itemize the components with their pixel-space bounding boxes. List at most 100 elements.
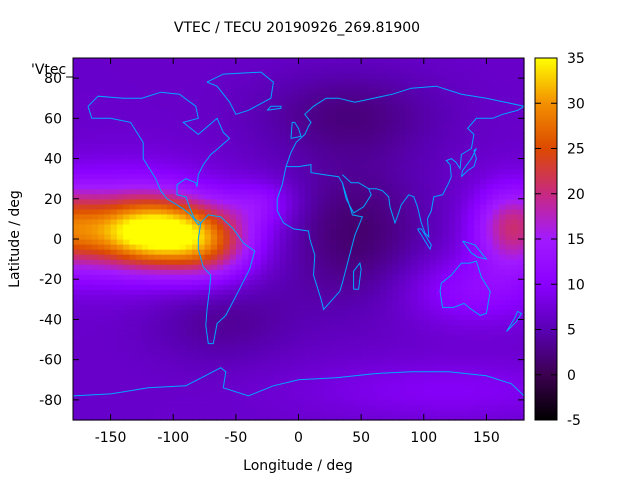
heatmap-cell (398, 193, 406, 200)
heatmap-cell (317, 314, 325, 321)
heatmap-cell (248, 213, 256, 220)
heatmap-cell (104, 274, 112, 280)
heatmap-cell (411, 93, 419, 99)
heatmap-cell (210, 193, 218, 200)
heatmap-cell (185, 138, 193, 145)
heatmap-cell (329, 259, 337, 265)
heatmap-cell (311, 178, 318, 185)
heatmap-cell (498, 148, 506, 155)
heatmap-cell (461, 354, 469, 361)
heatmap-cell (467, 188, 475, 195)
heatmap-cell (129, 108, 137, 114)
heatmap-cell (392, 73, 400, 79)
heatmap-cell (254, 108, 262, 114)
heatmap-cell (298, 324, 306, 331)
heatmap-cell (129, 103, 137, 109)
heatmap-cell (304, 294, 312, 300)
heatmap-cell (292, 83, 300, 89)
heatmap-cell (436, 349, 444, 356)
heatmap-cell (160, 364, 168, 371)
heatmap-cell (354, 289, 362, 295)
heatmap-cell (104, 133, 112, 140)
heatmap-cell (179, 404, 187, 411)
heatmap-cell (285, 128, 293, 135)
heatmap-cell (235, 188, 243, 195)
heatmap-cell (85, 359, 93, 366)
heatmap-cell (379, 143, 387, 150)
heatmap-cell (455, 203, 462, 210)
heatmap-cell (198, 324, 206, 331)
heatmap-cell (229, 133, 237, 140)
heatmap-cell (411, 168, 419, 175)
heatmap-cell (373, 239, 381, 245)
heatmap-cell (273, 193, 281, 200)
heatmap-cell (79, 163, 87, 170)
heatmap-cell (323, 78, 331, 84)
heatmap-cell (304, 83, 312, 89)
heatmap-cell (348, 359, 356, 366)
heatmap-cell (311, 83, 318, 89)
heatmap-cell (317, 233, 325, 240)
heatmap-cell (392, 173, 400, 180)
heatmap-cell (492, 103, 500, 109)
heatmap-cell (248, 108, 256, 114)
heatmap-cell (73, 153, 80, 160)
heatmap-cell (104, 93, 112, 99)
heatmap-cell (292, 158, 300, 165)
heatmap-cell (91, 93, 99, 99)
heatmap-cell (448, 138, 456, 145)
heatmap-cell (473, 108, 481, 114)
heatmap-cell (417, 299, 425, 305)
heatmap-cell (141, 269, 149, 275)
heatmap-cell (204, 349, 212, 356)
heatmap-cell (398, 203, 406, 210)
heatmap-cell (492, 369, 500, 376)
heatmap-cell (160, 324, 168, 331)
heatmap-cell (135, 93, 143, 99)
heatmap-cell (398, 223, 406, 230)
heatmap-cell (336, 239, 343, 245)
heatmap-cell (304, 339, 312, 346)
heatmap-cell (373, 138, 381, 145)
heatmap-cell (235, 173, 243, 180)
heatmap-cell (492, 284, 500, 290)
heatmap-cell (442, 314, 450, 321)
heatmap-cell (486, 284, 494, 290)
heatmap-cell (292, 399, 300, 406)
heatmap-cell (116, 364, 124, 371)
heatmap-cell (79, 314, 87, 321)
heatmap-cell (104, 304, 112, 310)
heatmap-cell (141, 63, 149, 69)
heatmap-cell (185, 284, 193, 290)
heatmap-cell (148, 128, 156, 135)
heatmap-cell (311, 173, 318, 180)
heatmap-cell (430, 138, 437, 145)
heatmap-cell (85, 289, 93, 295)
heatmap-cell (411, 213, 419, 220)
heatmap-cell (267, 73, 275, 79)
heatmap-cell (98, 208, 105, 215)
heatmap-cell (229, 163, 237, 170)
heatmap-cell (248, 314, 256, 321)
heatmap-cell (254, 384, 262, 391)
heatmap-cell (486, 304, 494, 310)
heatmap-cell (285, 254, 293, 260)
heatmap-cell (242, 334, 249, 341)
heatmap-cell (210, 133, 218, 140)
heatmap-cell (204, 309, 212, 316)
heatmap-cell (461, 244, 469, 250)
heatmap-cell (242, 344, 249, 351)
heatmap-cell (348, 123, 356, 129)
heatmap-cell (154, 344, 162, 351)
heatmap-cell (91, 329, 99, 336)
heatmap-cell (354, 354, 362, 361)
heatmap-cell (329, 133, 337, 140)
heatmap-cell (486, 299, 494, 305)
heatmap-cell (348, 108, 356, 114)
heatmap-cell (98, 329, 105, 336)
heatmap-cell (442, 389, 450, 396)
heatmap-cell (386, 374, 394, 381)
heatmap-cell (461, 304, 469, 310)
heatmap-cell (279, 269, 287, 275)
heatmap-cell (279, 409, 287, 416)
